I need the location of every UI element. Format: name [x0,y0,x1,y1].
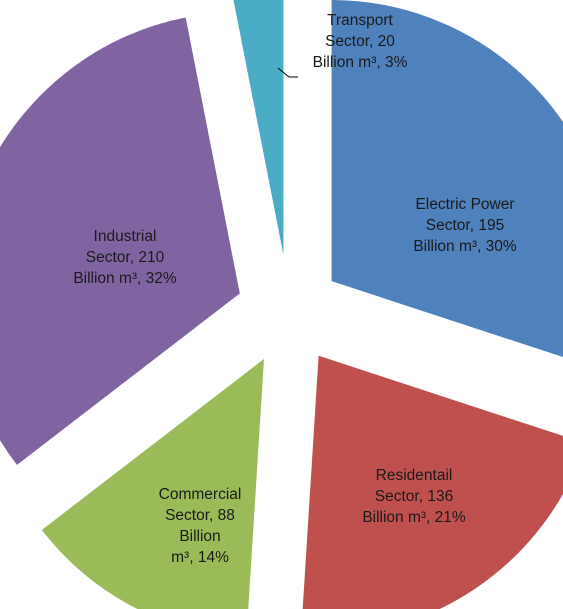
pie-slice-transport [232,0,285,261]
data-label-commercial: Commercial Sector, 88 Billion m³, 14% [158,486,242,566]
data-label-residential: Residentail Sector, 136 Billion m³, 21% [362,467,466,526]
data-label-transport: Transport Sector, 20 Billion m³, 3% [312,12,408,71]
pie-slice-industrial [0,16,241,467]
data-label-electric-power: Electric Power Sector, 195 Billion m³, 3… [413,196,517,255]
pie-slice-electric-power [330,0,563,359]
pie-slice-residential [301,354,563,609]
pie-slice-commercial [40,356,266,609]
transport-leader-line [277,67,290,78]
data-label-industrial: Industrial Sector, 210 Billion m³, 32% [73,228,177,287]
